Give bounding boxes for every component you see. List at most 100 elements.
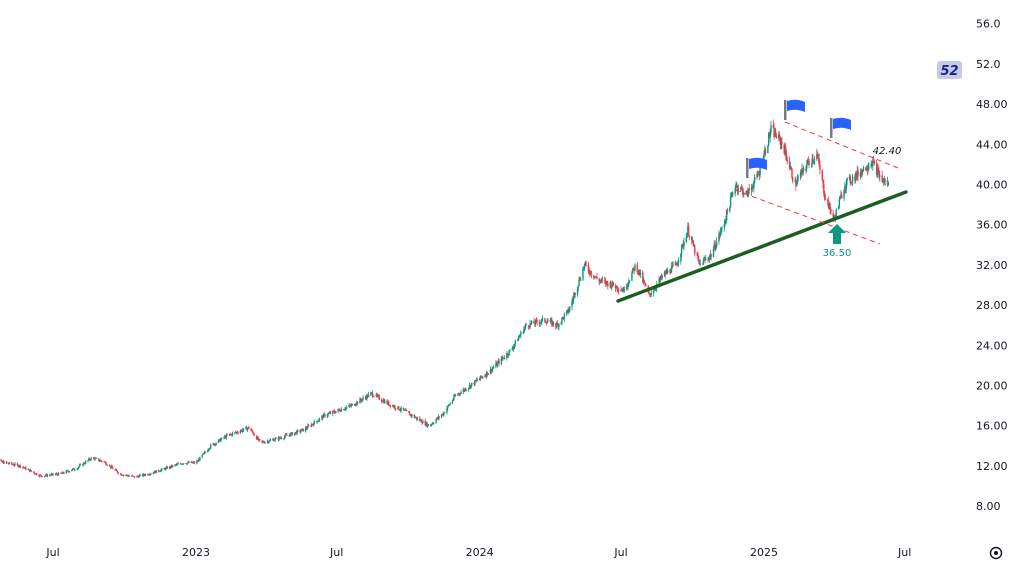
channel-lower-line[interactable] — [734, 189, 881, 245]
candle-body — [74, 469, 76, 471]
candle-body — [139, 474, 141, 476]
candle-body — [697, 254, 699, 259]
candle-body — [681, 243, 684, 246]
candle-body — [54, 474, 57, 476]
candle-body — [7, 462, 9, 464]
candle-body — [589, 270, 591, 274]
candle-body — [643, 280, 646, 283]
candle-body — [551, 319, 553, 326]
candle-body — [773, 127, 775, 137]
y-axis[interactable]: 8.00 12.00 16.00 20.00 24.00 28.00 32.00 36.00 4… — [976, 18, 1008, 513]
candle-body — [245, 427, 247, 429]
candle-body — [174, 464, 176, 466]
candle-body — [305, 427, 308, 429]
x-tick-label: 2024 — [466, 546, 494, 559]
candle-body — [346, 406, 348, 408]
candle-body — [470, 384, 472, 388]
candle-body — [70, 470, 73, 472]
candle-body — [726, 209, 728, 221]
candle-body — [307, 425, 310, 427]
candle-body — [228, 434, 231, 436]
candle-body — [545, 322, 548, 324]
candle-body — [615, 285, 618, 289]
candle-body — [399, 410, 402, 411]
candle-body — [328, 412, 331, 414]
candle-body — [354, 405, 356, 406]
price-badge[interactable]: 52 — [937, 61, 962, 79]
candle-body — [171, 465, 173, 467]
candle-body — [14, 463, 16, 466]
candle-body — [614, 285, 617, 289]
candle-body — [289, 434, 291, 436]
candle-body — [683, 241, 685, 247]
candle-body — [645, 285, 647, 287]
candle-body — [209, 447, 211, 450]
candle-body — [383, 400, 385, 404]
candle-body — [786, 160, 789, 162]
candle-body — [759, 165, 761, 176]
candle-body — [367, 395, 369, 397]
candle-body — [800, 172, 802, 175]
trend-line[interactable] — [616, 190, 908, 303]
candle-body — [22, 467, 25, 469]
candle-body — [426, 424, 429, 427]
arrow-up-icon[interactable] — [828, 224, 846, 244]
candle-body — [648, 291, 650, 293]
candle-body — [587, 265, 590, 271]
candle-body — [29, 469, 31, 472]
candle-body — [304, 427, 307, 432]
candle-body — [663, 272, 666, 276]
candle-body — [588, 270, 590, 274]
x-axis[interactable]: Jul 2023 Jul 2024 Jul 2025 Jul — [45, 546, 911, 559]
candle-body — [661, 275, 663, 278]
candle-body — [861, 169, 863, 175]
candle-body — [506, 353, 508, 359]
settings-button[interactable] — [989, 546, 1003, 560]
candle-body — [778, 134, 781, 138]
candle-body — [299, 430, 301, 432]
candle-body — [544, 321, 547, 323]
candle-body — [18, 465, 21, 467]
y-tick-label: 28.00 — [976, 299, 1008, 312]
candle-body — [49, 475, 51, 476]
candle-body — [392, 405, 395, 408]
candle-body — [555, 324, 557, 327]
candle-body — [705, 258, 707, 260]
candle-body — [506, 353, 509, 356]
candle-body — [400, 407, 402, 411]
candle-body — [147, 474, 149, 476]
gear-icon[interactable] — [989, 546, 1003, 560]
candle-body — [819, 164, 821, 171]
candle-body — [677, 262, 679, 266]
candle-body — [373, 396, 375, 397]
channel-upper-line[interactable] — [784, 121, 899, 169]
candle-body — [783, 144, 785, 154]
candle-body — [323, 414, 325, 416]
candle-body — [568, 310, 570, 313]
candle-body — [284, 434, 287, 437]
candle-body — [370, 392, 373, 394]
candle-body — [159, 471, 161, 473]
candle-body — [482, 376, 484, 378]
candle-body — [180, 463, 182, 465]
candle-body — [311, 424, 313, 427]
flag-icon[interactable] — [830, 117, 851, 138]
candle-body — [295, 432, 297, 434]
candle-body — [538, 322, 541, 324]
candle-body — [701, 263, 704, 265]
candle-body — [471, 382, 473, 385]
candle-body — [18, 466, 20, 468]
flag-icon[interactable] — [746, 157, 767, 178]
candle-body — [204, 451, 207, 453]
candle-body — [606, 281, 608, 283]
candle-body — [497, 360, 499, 363]
candle-body — [810, 163, 813, 165]
candle-body — [220, 437, 223, 440]
candle-body — [517, 337, 520, 341]
candle-body — [887, 182, 890, 186]
candle-body — [631, 272, 633, 281]
flag-icon[interactable] — [784, 99, 805, 120]
candle-body — [585, 262, 587, 266]
candle-body — [203, 451, 206, 454]
